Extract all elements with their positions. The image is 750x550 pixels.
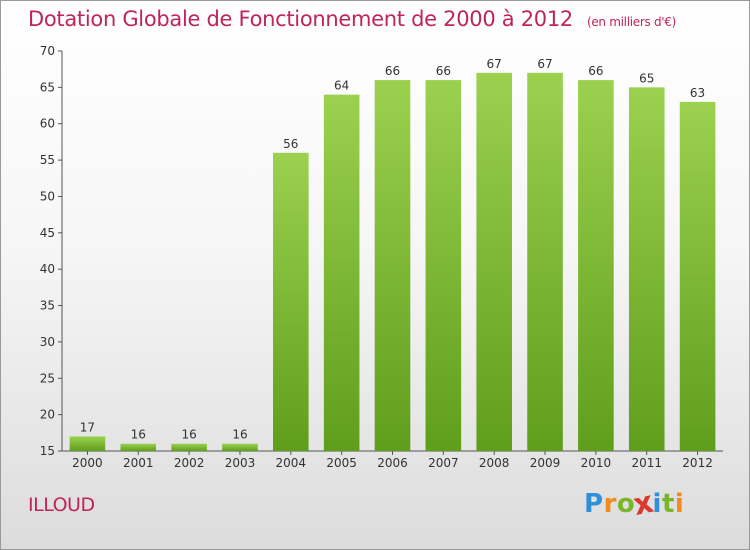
x-tick-label: 2002 (174, 456, 205, 470)
bar (69, 436, 106, 451)
data-label: 67 (487, 57, 502, 71)
data-label: 63 (690, 86, 705, 100)
y-tick-label: 30 (40, 335, 55, 349)
data-label: 56 (283, 137, 298, 151)
data-label: 65 (639, 71, 654, 85)
data-label: 16 (181, 428, 196, 442)
y-tick-label: 40 (40, 262, 55, 276)
bar (628, 87, 665, 451)
bar (120, 443, 157, 451)
x-tick-label: 2003 (225, 456, 256, 470)
chart-title: Dotation Globale de Fonctionnement de 20… (28, 7, 676, 31)
logo-letter: o (616, 489, 636, 519)
y-tick-label: 70 (40, 44, 55, 58)
data-label: 66 (588, 64, 603, 78)
y-tick-label: 20 (40, 408, 55, 422)
logo-letter: i (652, 489, 662, 519)
logo-letter: r (603, 489, 617, 519)
logo-letter: P (584, 489, 604, 519)
bar (425, 80, 462, 451)
data-label: 66 (436, 64, 451, 78)
y-tick-label: 15 (40, 444, 55, 458)
x-tick-label: 2011 (631, 456, 662, 470)
x-tick-label: 2005 (326, 456, 357, 470)
y-tick-label: 25 (40, 371, 55, 385)
y-tick-label: 55 (40, 153, 55, 167)
x-tick-label: 2000 (72, 456, 103, 470)
bar (476, 72, 512, 452)
chart-subtitle: (en milliers d'€) (586, 15, 676, 29)
data-label: 67 (537, 57, 552, 71)
y-tick-label: 45 (40, 226, 55, 240)
x-tick-label: 2009 (530, 456, 561, 470)
bar (171, 443, 207, 451)
y-tick-label: 50 (40, 189, 55, 203)
proxiti-logo: Proxiti (584, 485, 685, 523)
commune-name: ILLOUD (28, 494, 95, 516)
logo-letter: t (661, 489, 675, 519)
chart-title-text: Dotation Globale de Fonctionnement de 20… (28, 7, 573, 31)
logo-letter: i (674, 489, 685, 519)
x-tick-label: 2006 (377, 456, 408, 470)
x-tick-label: 2007 (428, 456, 459, 470)
y-tick-label: 65 (40, 80, 55, 94)
x-tick-label: 2012 (682, 456, 713, 470)
bar (578, 80, 614, 451)
bar (374, 80, 411, 451)
y-tick-label: 35 (40, 299, 55, 313)
x-tick-label: 2004 (276, 456, 307, 470)
data-label: 17 (80, 420, 95, 434)
x-tick-label: 2008 (479, 456, 510, 470)
data-label: 16 (232, 428, 247, 442)
bar (273, 152, 309, 451)
bar (527, 72, 563, 452)
data-label: 66 (385, 64, 400, 78)
y-tick-label: 60 (40, 117, 55, 131)
x-tick-label: 2010 (581, 456, 612, 470)
data-label: 64 (334, 79, 349, 93)
bar (222, 443, 258, 451)
bar (679, 101, 716, 451)
data-label: 16 (131, 428, 146, 442)
bar (323, 94, 360, 452)
x-tick-label: 2001 (123, 456, 154, 470)
